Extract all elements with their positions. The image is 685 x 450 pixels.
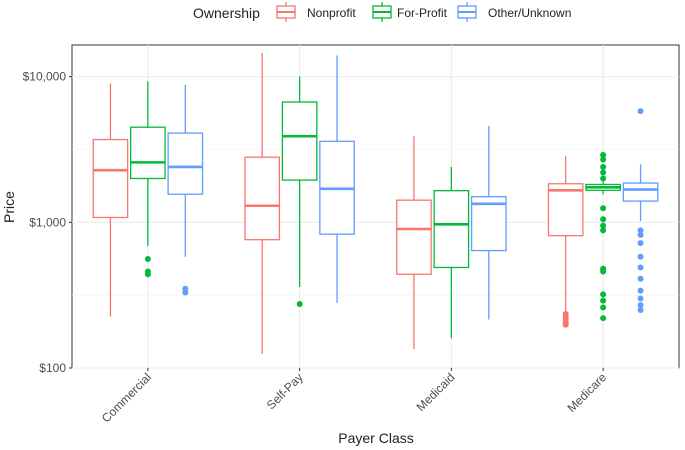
legend-label: Other/Unknown xyxy=(488,6,571,20)
legend-key-for-profit xyxy=(372,2,392,22)
iqr-box xyxy=(130,126,166,180)
box-nonprofit-self-pay xyxy=(244,53,281,354)
box-other-unknown-medicare xyxy=(622,108,659,314)
box-other-unknown-commercial xyxy=(167,84,204,296)
iqr-box xyxy=(244,156,281,241)
x-tick-label: Self-Pay xyxy=(264,370,306,412)
outlier-point xyxy=(637,227,644,234)
legend-label: For-Profit xyxy=(397,6,448,20)
outlier-point xyxy=(600,156,607,163)
outlier-point xyxy=(600,169,607,176)
outlier-point xyxy=(600,304,607,311)
x-axis-title: Payer Class xyxy=(338,430,413,446)
plot-panel xyxy=(71,44,680,369)
outlier-point xyxy=(637,264,644,271)
outlier-point xyxy=(600,175,607,182)
x-tick-label: Medicaid xyxy=(414,370,458,414)
iqr-box xyxy=(281,101,318,181)
outlier-point xyxy=(144,271,151,278)
y-tick-label: $1,000 xyxy=(29,215,66,229)
x-axis: Commercial Self-Pay Medicaid Medicare xyxy=(99,368,609,425)
box-other-unknown-self-pay xyxy=(319,55,355,303)
outlier-point xyxy=(637,302,644,309)
outlier-point xyxy=(562,321,569,328)
outlier-point xyxy=(600,151,607,158)
box-for-profit-medicaid xyxy=(433,166,470,339)
legend-key-other-unknown xyxy=(457,2,477,22)
outlier-point xyxy=(637,240,644,247)
outlier-point xyxy=(296,301,303,308)
outlier-point xyxy=(600,297,607,304)
outlier-point xyxy=(637,108,644,115)
iqr-box xyxy=(433,190,470,269)
outlier-point xyxy=(182,289,189,296)
outlier-point xyxy=(600,315,607,322)
outlier-point xyxy=(600,291,607,298)
legend: Ownership Nonprofit For-Profit Other/Unkno… xyxy=(193,2,571,22)
y-axis-title: Price xyxy=(1,191,17,223)
outlier-point xyxy=(600,227,607,234)
iqr-box xyxy=(622,182,659,202)
boxes-layer xyxy=(92,53,659,354)
box-for-profit-medicare xyxy=(585,151,621,322)
legend-label: Nonprofit xyxy=(307,6,356,20)
outlier-point xyxy=(600,163,607,170)
box-other-unknown-medicaid xyxy=(470,125,507,320)
iqr-box xyxy=(547,183,584,237)
outlier-point xyxy=(600,216,607,223)
box-for-profit-commercial xyxy=(130,81,166,278)
iqr-box xyxy=(396,199,432,275)
x-tick-label: Medicare xyxy=(564,370,609,415)
iqr-box xyxy=(92,138,129,219)
outlier-point xyxy=(637,307,644,314)
iqr-box xyxy=(167,132,204,195)
legend-title: Ownership xyxy=(193,5,260,21)
outlier-point xyxy=(600,268,607,275)
outlier-point xyxy=(637,253,644,260)
box-nonprofit-commercial xyxy=(92,83,129,317)
y-axis: $100 $1,000 $10,000 xyxy=(23,70,72,375)
iqr-box xyxy=(470,196,507,252)
box-nonprofit-medicare xyxy=(547,156,584,328)
outlier-point xyxy=(637,275,644,282)
legend-key-nonprofit xyxy=(276,2,296,22)
x-tick-label: Commercial xyxy=(99,370,154,425)
outlier-point xyxy=(600,222,607,229)
outlier-point xyxy=(637,231,644,238)
y-tick-label: $10,000 xyxy=(23,70,67,84)
box-for-profit-self-pay xyxy=(281,76,318,308)
box-nonprofit-medicaid xyxy=(396,136,432,350)
y-tick-label: $100 xyxy=(39,361,66,375)
outlier-point xyxy=(144,256,151,263)
outlier-point xyxy=(637,287,644,294)
outlier-point xyxy=(600,205,607,212)
outlier-point xyxy=(637,295,644,302)
